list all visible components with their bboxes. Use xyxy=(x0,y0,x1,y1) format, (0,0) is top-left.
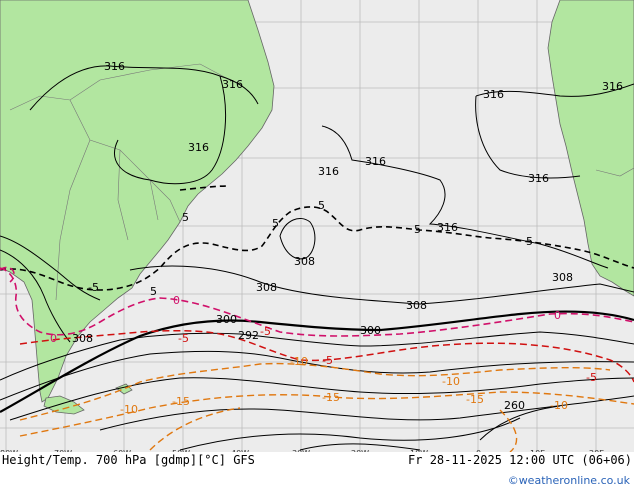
height-label: 316 xyxy=(104,60,125,73)
map-title: Height/Temp. 700 hPa [gdmp][°C] GFS xyxy=(2,453,255,467)
height-label: 308 xyxy=(552,271,573,284)
map-canvas xyxy=(0,0,634,452)
height-label: 300 xyxy=(360,324,381,337)
height-label: 316 xyxy=(188,141,209,154)
height-label: 308 xyxy=(256,281,277,294)
isotherm-minus10c xyxy=(19,362,634,452)
temp-label: 0 xyxy=(50,332,57,345)
height-label: 300 xyxy=(216,313,237,326)
temp-label: -5 xyxy=(260,325,271,338)
temp-label: 5 xyxy=(272,217,279,230)
temp-label: 5 xyxy=(150,285,157,298)
temp-label: 5 xyxy=(182,211,189,224)
temp-label: -5 xyxy=(322,354,333,367)
temp-label: 5 xyxy=(318,199,325,212)
valid-time: Fr 28-11-2025 12:00 UTC (06+06) xyxy=(408,453,632,467)
temp-label: 0 xyxy=(554,309,561,322)
height-label: 308 xyxy=(72,332,93,345)
temp-label: -5 xyxy=(178,332,189,345)
isotherm-5c xyxy=(0,185,634,291)
height-contour-300 xyxy=(0,310,634,413)
temp-label: -10 xyxy=(442,375,460,388)
height-label: 316 xyxy=(318,165,339,178)
temp-label: 5 xyxy=(414,223,421,236)
height-label: 316 xyxy=(437,221,458,234)
height-label: 308 xyxy=(406,299,427,312)
temp-label: -15 xyxy=(466,393,484,406)
height-contours xyxy=(0,65,634,451)
isotherm-0c xyxy=(0,266,634,337)
temp-label: -15 xyxy=(172,395,190,408)
height-label: 316 xyxy=(602,80,623,93)
temp-label: -10 xyxy=(290,355,308,368)
temp-label: -5 xyxy=(88,281,99,294)
temp-label: -10 xyxy=(550,399,568,412)
tierra-del-fuego xyxy=(43,395,85,415)
temp-label: 0 xyxy=(173,294,180,307)
height-label: 316 xyxy=(528,172,549,185)
height-label: 316 xyxy=(222,78,243,91)
caption-bar xyxy=(0,452,634,490)
height-label: 316 xyxy=(483,88,504,101)
height-label: 292 xyxy=(238,329,259,342)
credit-link[interactable]: ©weatheronline.co.uk xyxy=(507,474,630,487)
height-label: 260 xyxy=(504,399,525,412)
temp-label: -5 xyxy=(586,371,597,384)
temp-label: -10 xyxy=(120,403,138,416)
africa-land xyxy=(547,0,634,297)
height-label: 308 xyxy=(294,255,315,268)
temp-label: -15 xyxy=(322,391,340,404)
temp-label: 5 xyxy=(526,235,533,248)
height-label: 316 xyxy=(365,155,386,168)
